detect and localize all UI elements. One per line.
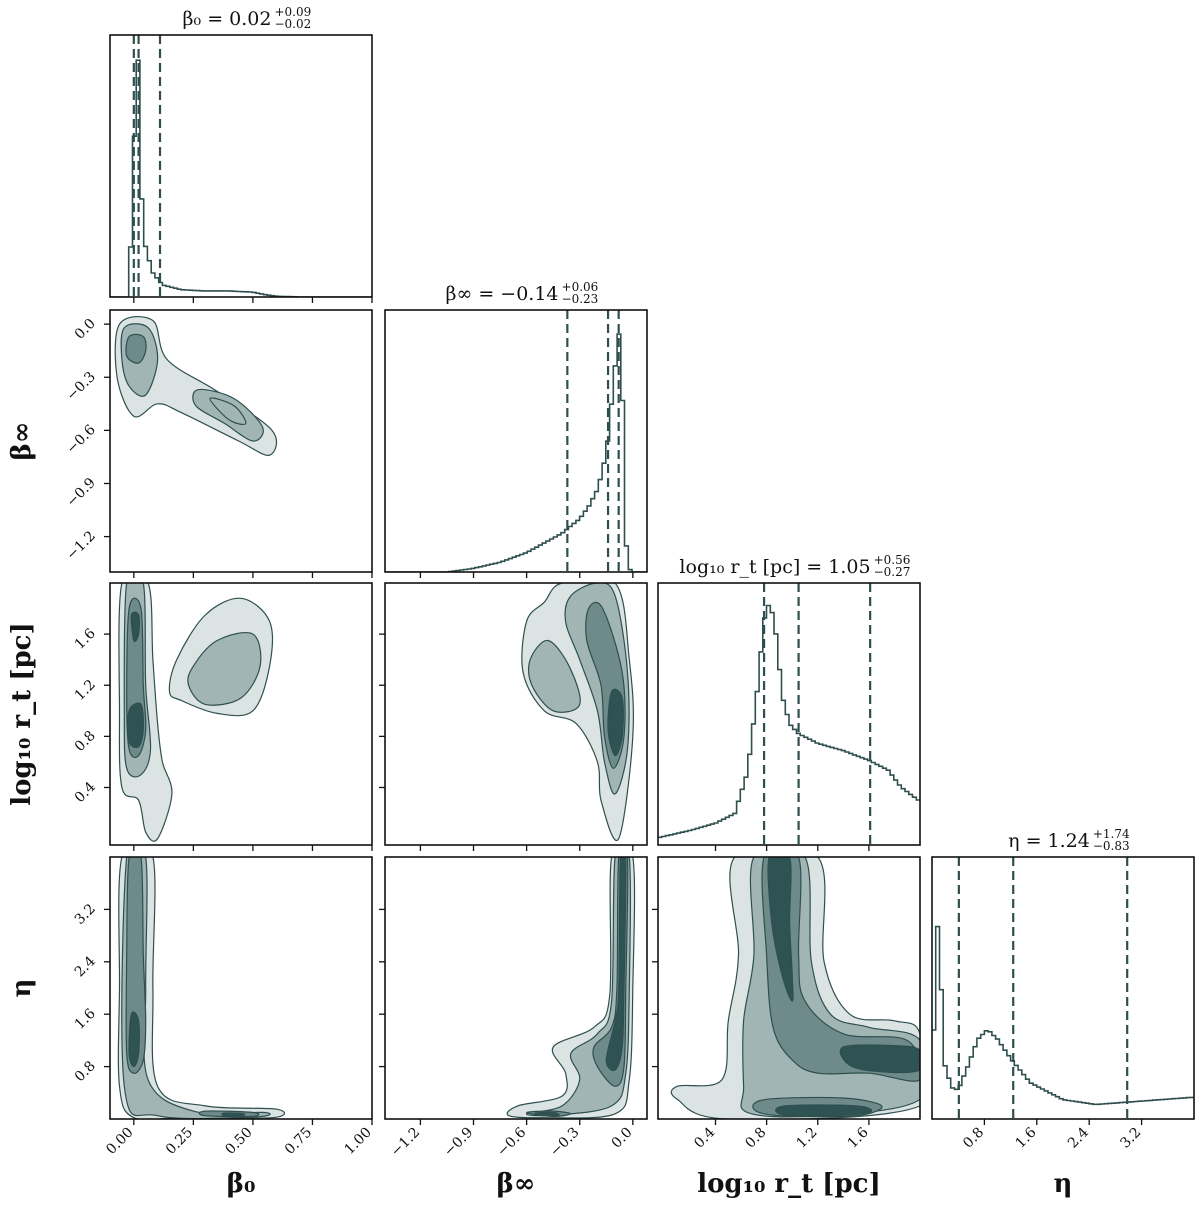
ytick-label-logrt: 1.2 [72, 677, 99, 704]
xtick-label-b0: 1.00 [341, 1125, 374, 1158]
xtick-label-logrt: 0.4 [691, 1124, 718, 1151]
xtick-label-logrt: 0.8 [742, 1125, 769, 1152]
xtick-label-logrt: 1.2 [794, 1125, 821, 1152]
histogram-step-logrt [658, 604, 920, 839]
ytick-label-eta: 1.6 [72, 1006, 99, 1033]
yaxis-label-eta: η [7, 979, 37, 998]
contour-group-logrt-vs-binf [521, 583, 635, 842]
panel-frame-binf-vs-binf [384, 309, 648, 573]
xtick-label-binf: −0.3 [547, 1125, 582, 1160]
panel-frame-logrt-vs-binf [384, 582, 648, 846]
contour-level-4-eta-vs-binf [605, 857, 627, 1072]
title-upper-error-logrt: +0.56 [874, 553, 911, 567]
title-upper-error-b0: +0.09 [274, 5, 311, 19]
panel-title-binf: β∞ = −0.14 +0.06−0.23 [445, 280, 598, 306]
contour-group-logrt-vs-b0 [118, 583, 274, 842]
contour-group-eta-vs-b0 [117, 857, 286, 1119]
histogram-step-eta [932, 925, 1194, 1106]
xtick-label-binf: 0.0 [609, 1125, 636, 1152]
ytick-label-logrt: 1.6 [72, 626, 99, 653]
panel-frame-eta-vs-binf [384, 856, 648, 1120]
contour-level-4-logrt-vs-b0 [130, 611, 140, 643]
xtick-label-binf: −1.2 [388, 1125, 423, 1160]
ytick-label-binf: −1.2 [63, 528, 98, 563]
histogram-eta [932, 857, 1194, 1119]
contour-level-3-binf-vs-b0 [125, 333, 147, 364]
xaxis-label-eta: η [1054, 1169, 1073, 1199]
panel-frame-logrt-vs-b0 [109, 582, 373, 846]
xaxis-label-b0: β₀ [227, 1169, 256, 1199]
title-lower-error-eta: −0.83 [1093, 839, 1130, 853]
panel-title-b0: β₀ = 0.02 +0.09−0.02 [183, 5, 312, 31]
xtick-label-binf: −0.6 [494, 1124, 529, 1159]
title-text-eta: η = 1.24 [1008, 830, 1090, 852]
panel-frame-eta-vs-b0 [109, 856, 373, 1120]
xtick-label-eta: 2.4 [1065, 1124, 1092, 1151]
title-lower-error-logrt: −0.27 [874, 565, 911, 579]
xtick-label-b0: 0.25 [163, 1125, 196, 1158]
histogram-b0 [110, 35, 372, 297]
title-text-logrt: log₁₀ r_t [pc] = 1.05 [679, 556, 870, 578]
panel-frame-binf-vs-b0 [109, 309, 373, 573]
xtick-label-eta: 0.8 [960, 1125, 987, 1152]
ytick-label-logrt: 0.8 [72, 728, 99, 755]
yaxis-label-logrt: log₁₀ r_t [pc] [7, 622, 37, 806]
histogram-binf [385, 310, 647, 572]
ytick-label-binf: −0.6 [63, 422, 98, 457]
title-upper-error-binf: +0.06 [562, 280, 599, 294]
ytick-label-binf: −0.3 [63, 369, 98, 404]
xtick-label-b0: 0.00 [103, 1125, 136, 1158]
ytick-label-binf: 0.0 [72, 316, 99, 343]
contour-level-4-eta-vs-b0 [128, 1011, 140, 1068]
xtick-label-binf: −0.9 [441, 1125, 476, 1160]
xaxis-label-binf: β∞ [497, 1169, 536, 1199]
histogram-logrt [658, 583, 920, 845]
histogram-step-b0 [110, 59, 372, 297]
panel-frame-logrt-vs-logrt [657, 582, 921, 846]
panel-frame-eta-vs-eta [931, 856, 1195, 1120]
contour-level-3-eta-vs-logrt [761, 857, 920, 1082]
contour-group-eta-vs-binf [506, 857, 636, 1119]
contour-level-2-binf-vs-b0 [209, 397, 247, 425]
contour-group-eta-vs-logrt [670, 857, 920, 1119]
contour-level-2-logrt-vs-binf [527, 639, 581, 713]
contour-level-4-logrt-vs-binf [607, 688, 624, 757]
contour-level-4-logrt-vs-b0 [127, 702, 145, 749]
title-lower-error-binf: −0.23 [562, 292, 599, 306]
ytick-label-eta: 0.8 [72, 1058, 99, 1085]
panel-frame-eta-vs-logrt [657, 856, 921, 1120]
ytick-label-eta: 2.4 [72, 953, 99, 980]
panel-title-logrt: log₁₀ r_t [pc] = 1.05 +0.56−0.27 [679, 553, 910, 579]
contour-level-4-eta-vs-logrt [839, 1044, 920, 1074]
ytick-label-eta: 3.2 [72, 901, 99, 928]
contour-level-4-eta-vs-binf [534, 1111, 560, 1117]
contour-level-2-logrt-vs-b0 [187, 631, 262, 706]
histogram-step-binf [385, 333, 647, 572]
title-lower-error-b0: −0.02 [274, 17, 311, 31]
panel-frame-b0-vs-b0 [109, 34, 373, 298]
contour-level-4-eta-vs-b0 [221, 1112, 246, 1117]
xtick-label-b0: 0.75 [282, 1125, 315, 1158]
xtick-label-eta: 3.2 [1117, 1125, 1144, 1152]
contour-group-binf-vs-b0 [114, 316, 278, 456]
panel-title-eta: η = 1.24 +1.74−0.83 [1008, 827, 1130, 853]
title-upper-error-eta: +1.74 [1093, 827, 1130, 841]
xaxis-label-logrt: log₁₀ r_t [pc] [697, 1169, 881, 1199]
xtick-label-eta: 1.6 [1013, 1124, 1040, 1151]
ytick-label-binf: −0.9 [63, 475, 98, 510]
contour-level-4-eta-vs-logrt [775, 1104, 873, 1118]
xtick-label-logrt: 1.6 [845, 1124, 872, 1151]
yaxis-label-binf: β∞ [7, 422, 37, 461]
contour-level-4-eta-vs-logrt [767, 857, 794, 1002]
title-text-b0: β₀ = 0.02 [183, 8, 272, 30]
ytick-label-logrt: 0.4 [72, 779, 99, 806]
xtick-label-b0: 0.50 [222, 1125, 255, 1158]
title-text-binf: β∞ = −0.14 [445, 283, 558, 305]
